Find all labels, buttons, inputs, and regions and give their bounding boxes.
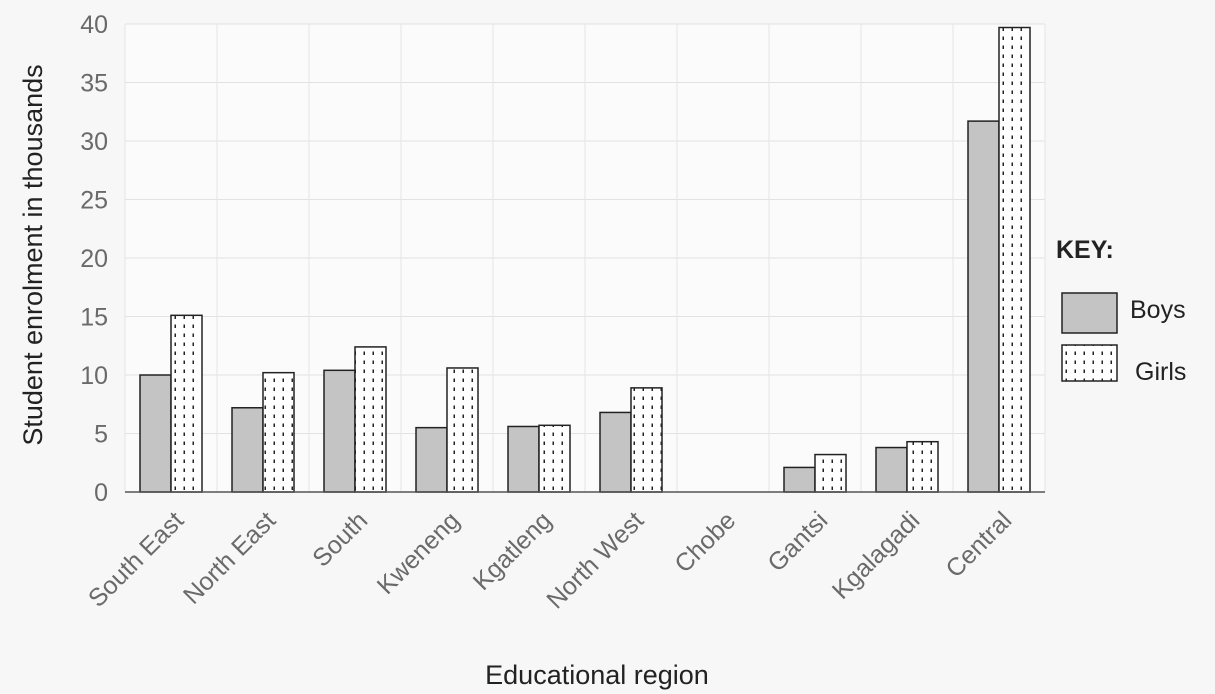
y-tick-label: 15 bbox=[80, 304, 108, 332]
bar-boys bbox=[231, 407, 264, 493]
bar-boys bbox=[415, 426, 448, 493]
legend-swatch-girls bbox=[1061, 344, 1118, 382]
x-tick-label: Kgatleng bbox=[468, 506, 558, 596]
bars bbox=[139, 26, 1031, 493]
legend: KEY: Boys Girls bbox=[1056, 236, 1186, 386]
legend-label-boys: Boys bbox=[1130, 296, 1186, 324]
x-tick-label: Kgalagadi bbox=[827, 506, 925, 604]
bar-girls bbox=[998, 26, 1031, 493]
x-tick-label: Gantsi bbox=[762, 506, 833, 577]
bar-girls bbox=[354, 346, 387, 493]
y-tick-label: 25 bbox=[80, 187, 108, 215]
bar-girls bbox=[170, 314, 203, 493]
y-tick-label: 5 bbox=[94, 421, 108, 449]
y-tick-label: 20 bbox=[80, 245, 108, 273]
bar-girls bbox=[814, 453, 847, 493]
x-tick-label: Chobe bbox=[669, 506, 741, 578]
bar-girls bbox=[262, 371, 295, 493]
y-tick-label: 0 bbox=[94, 479, 108, 507]
x-tick-label: South East bbox=[83, 506, 189, 612]
x-axis-title: Educational region bbox=[485, 660, 709, 690]
bar-girls bbox=[538, 424, 571, 493]
bar-boys bbox=[507, 425, 540, 493]
y-tick-label: 40 bbox=[80, 11, 108, 39]
y-tick-label: 35 bbox=[80, 70, 108, 98]
y-tick-label: 10 bbox=[80, 362, 108, 390]
y-axis-title: Student enrolment in thousands bbox=[18, 64, 48, 445]
bar-boys bbox=[783, 466, 816, 493]
x-tick-label: Kweneng bbox=[372, 506, 466, 600]
x-tick-label: North East bbox=[178, 506, 281, 609]
x-tick-label: South bbox=[307, 506, 373, 572]
bar-boys bbox=[967, 120, 1000, 493]
bar-boys bbox=[875, 446, 908, 493]
legend-label-girls: Girls bbox=[1135, 358, 1186, 386]
bar-girls bbox=[906, 440, 939, 493]
legend-swatch-boys bbox=[1061, 292, 1118, 334]
y-tick-label: 30 bbox=[80, 128, 108, 156]
bar-girls bbox=[630, 387, 663, 493]
x-tick-label: Central bbox=[940, 506, 1017, 583]
bar-boys bbox=[139, 374, 172, 493]
x-tick-label: North West bbox=[541, 506, 649, 614]
bar-boys bbox=[323, 369, 356, 493]
legend-title: KEY: bbox=[1056, 236, 1114, 264]
bar-girls bbox=[446, 367, 479, 493]
bar-boys bbox=[599, 411, 632, 493]
